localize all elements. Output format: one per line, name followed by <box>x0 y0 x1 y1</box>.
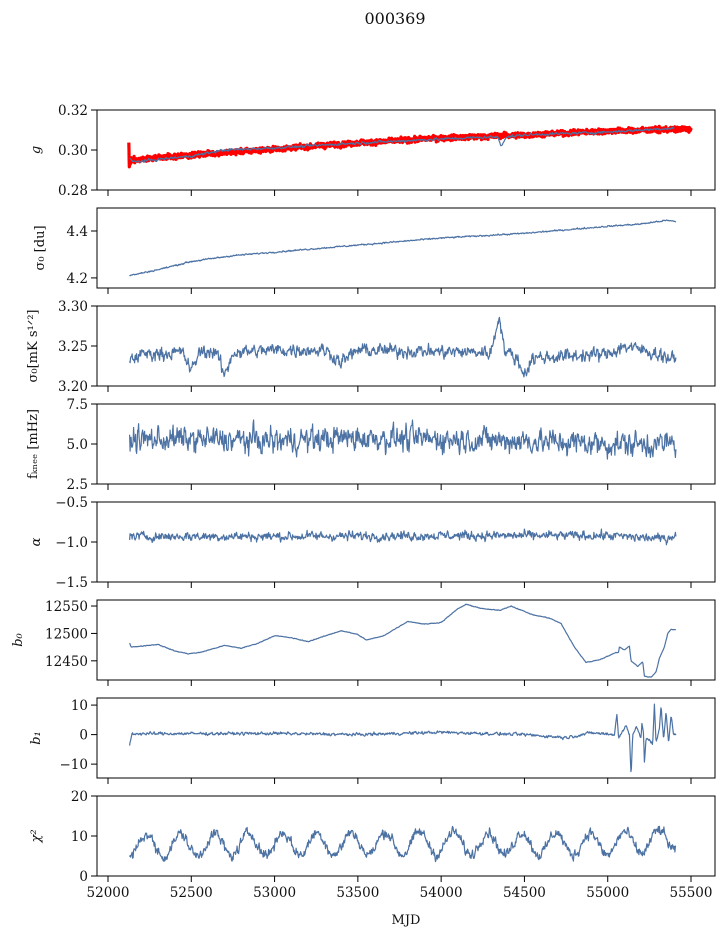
subplot-chi2: 52000 52500 53000 53500 54000 54500 55000 55500… <box>29 789 716 901</box>
x-tick-label: 54000 <box>420 885 463 901</box>
y-axis-label: fₖₙₑₑ [mHz] <box>26 409 41 479</box>
y-tick-label: 10 <box>71 698 88 714</box>
subplot-sigma0_du: 4.2 4.4 σ₀ [du] <box>33 207 716 294</box>
data-line-b1 <box>129 703 677 773</box>
x-tick-label: 53500 <box>336 885 379 901</box>
y-tick-label: 12550 <box>45 599 88 615</box>
y-tick-label: 3.20 <box>58 379 88 395</box>
y-axis-label: α <box>29 537 44 546</box>
y-tick-label: 4.4 <box>67 224 88 240</box>
y-tick-label: −10 <box>60 757 89 773</box>
x-tick-label: 54500 <box>503 885 546 901</box>
y-tick-label: 0 <box>79 869 88 885</box>
y-tick-label: 20 <box>71 789 88 805</box>
y-axis-label: σ₀ [du] <box>33 225 48 270</box>
figure-title: 000369 <box>364 9 425 28</box>
data-line-alpha <box>129 528 677 546</box>
y-axis-label: g <box>29 146 44 154</box>
y-tick-label: 7.5 <box>67 397 88 413</box>
y-tick-label: −1.5 <box>55 575 88 591</box>
y-tick-label: 10 <box>71 829 88 845</box>
y-axis-label: σ₀[mK s¹ᐟ²] <box>26 310 41 383</box>
axes-frame <box>96 207 716 289</box>
x-tick-label: 52500 <box>170 885 213 901</box>
axes-frame <box>96 795 716 877</box>
y-tick-label: 5.0 <box>67 437 88 453</box>
y-tick-label: 3.30 <box>58 299 88 315</box>
y-tick-label: 0.30 <box>58 143 88 159</box>
subplot-b1: −10 0 10 b₁ <box>29 697 716 784</box>
axes-frame <box>96 109 716 191</box>
data-line-g <box>129 126 675 163</box>
x-tick-label: 55500 <box>670 885 713 901</box>
y-tick-label: −0.5 <box>55 495 88 511</box>
subplot-g: 0.28 0.30 0.32 g <box>29 103 716 199</box>
data-line-sigma0_mK <box>129 316 677 378</box>
data-line-chi2 <box>129 825 677 863</box>
x-axis-label: MJD <box>392 913 421 928</box>
y-axis-label: b₀ <box>11 632 26 646</box>
y-tick-label: 3.25 <box>58 339 88 355</box>
y-tick-label: 0.28 <box>58 183 88 199</box>
axes-frame <box>96 599 716 681</box>
y-tick-label: −1.0 <box>55 535 88 551</box>
y-tick-label: 12500 <box>45 626 88 642</box>
data-line-b0 <box>129 603 676 678</box>
x-tick-label: 53000 <box>253 885 296 901</box>
y-tick-label: 0 <box>79 728 88 744</box>
y-axis-label: χ² <box>29 829 44 843</box>
axes-frame <box>96 697 716 779</box>
y-tick-label: 2.5 <box>67 477 88 493</box>
y-tick-label: 4.2 <box>67 271 88 287</box>
subplot-sigma0_mK: 3.20 3.25 3.30 σ₀[mK s¹ᐟ²] <box>26 299 716 395</box>
x-tick-label: 55000 <box>586 885 629 901</box>
subplot-b0: 12450 12500 12550 b₀ <box>11 599 716 686</box>
axes-frame <box>96 501 716 583</box>
y-tick-label: 12450 <box>45 654 88 670</box>
data-line-sigma0_du <box>129 219 677 277</box>
y-axis-label: b₁ <box>29 731 44 745</box>
x-tick-label: 52000 <box>87 885 130 901</box>
subplot-alpha: −1.5 −1.0 −0.5 α <box>29 495 716 591</box>
y-tick-label: 0.32 <box>58 103 88 119</box>
subplot-f_knee: 2.5 5.0 7.5 fₖₙₑₑ [mHz] <box>26 397 716 493</box>
data-line-f_knee <box>129 419 677 460</box>
